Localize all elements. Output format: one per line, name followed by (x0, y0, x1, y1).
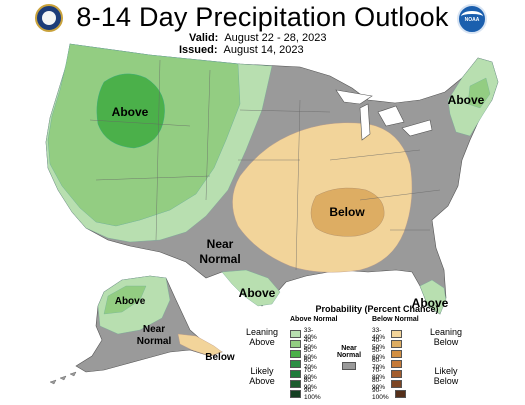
valid-label: Valid: (189, 32, 219, 44)
legend-near-line2: Normal (336, 352, 362, 359)
legend-above-header: Above Normal (290, 316, 338, 323)
legend-above-bin-label: 80-90% (303, 377, 317, 391)
legend-below-bin-row: 60-70% (372, 357, 402, 371)
legend-above-bin-row: 90-100% (290, 387, 324, 401)
valid-value: August 22 - 28, 2023 (224, 32, 327, 44)
issued-date: Issued: August 14, 2023 (179, 44, 304, 56)
legend-below-bin-swatch (391, 330, 402, 338)
legend-below-bin-row: 50-60% (372, 347, 402, 361)
above-florida-area (419, 279, 447, 315)
legend-above-bin-label: 40-50% (303, 337, 317, 351)
legend-below-bin-swatch (391, 370, 402, 378)
label-alaska-above: Above (115, 296, 146, 307)
above-northeast-inner (467, 77, 491, 109)
above-50-60-core (96, 73, 165, 149)
label-alaska-near-2: Normal (137, 336, 172, 347)
legend-above-bin-row: 33-40% (290, 327, 320, 341)
legend-leaning-above: Leaning Above (245, 327, 279, 347)
legend-below-bin-label: 33-40% (372, 327, 386, 341)
legend-above-bin-swatch (290, 360, 301, 368)
legend-likely-above: Likely Above (249, 366, 275, 386)
state-borders (89, 59, 441, 271)
legend-above-bin-row: 50-60% (290, 347, 320, 361)
below-40-50-core (310, 187, 385, 237)
legend-below-bin-swatch (391, 360, 402, 368)
great-lakes (335, 89, 433, 141)
alaska-above-area (97, 275, 171, 335)
legend-above-bin-label: 50-60% (303, 347, 317, 361)
legend-above-bin-swatch (290, 330, 301, 338)
label-alaska-near-1: Near (143, 324, 165, 335)
label-below-central: Below (329, 205, 365, 219)
legend-above-bin-row: 40-50% (290, 337, 320, 351)
legend-near-swatch (342, 362, 356, 370)
legend-title: Probability (Percent Chance) (315, 304, 439, 314)
label-above-west: Above (112, 105, 149, 119)
issued-label: Issued: (179, 44, 218, 56)
legend-above-bin-label: 60-70% (303, 357, 317, 371)
issued-value: August 14, 2023 (223, 44, 304, 56)
legend-below-bin-row: 90-100% (372, 387, 406, 401)
legend-above-bin-row: 80-90% (290, 377, 320, 391)
legend-above-bin-swatch (290, 340, 301, 348)
legend-below-bin-row: 33-40% (372, 327, 402, 341)
legend-below-header: Below Normal (372, 316, 419, 323)
legend-below-bin-swatch (394, 390, 406, 398)
label-near-normal-1: Near (207, 237, 234, 251)
legend-above-bin-label: 70-80% (303, 367, 317, 381)
legend-near-normal: Near Normal (336, 345, 362, 370)
legend-above-bin-swatch (290, 380, 301, 388)
legend-below-bin-row: 80-90% (372, 377, 402, 391)
legend-below-bin-label: 90-100% (372, 387, 389, 401)
label-above-northeast: Above (448, 93, 485, 107)
legend-below-bin-swatch (391, 350, 402, 358)
legend-above-bin-row: 60-70% (290, 357, 320, 371)
aleutian-islands (49, 371, 77, 385)
label-near-normal-2: Normal (199, 252, 240, 266)
legend-above-bin-swatch (290, 350, 301, 358)
commerce-seal-icon (35, 4, 63, 32)
legend-below-bin-label: 70-80% (372, 367, 386, 381)
legend-above-bin-label: 90-100% (304, 387, 321, 401)
legend-above-bin-row: 70-80% (290, 367, 320, 381)
legend-below-bin-label: 50-60% (372, 347, 386, 361)
legend-near-line1: Near (341, 345, 357, 352)
noaa-logo-icon: NOAA (457, 4, 487, 34)
legend-below-bin-swatch (391, 380, 402, 388)
label-above-florida: Above (412, 296, 449, 310)
legend-below-bin-row: 70-80% (372, 367, 402, 381)
legend-below-bin-row: 40-50% (372, 337, 402, 351)
page-title: 8-14 Day Precipitation Outlook (76, 2, 449, 32)
legend-below-bin-label: 40-50% (372, 337, 386, 351)
legend-below-bin-label: 80-90% (372, 377, 386, 391)
valid-dates: Valid: August 22 - 28, 2023 (189, 32, 326, 44)
legend-likely-below: Likely Below (433, 366, 459, 386)
legend-above-bin-label: 33-40% (303, 327, 317, 341)
label-alaska-below: Below (205, 352, 235, 363)
legend-below-bin-label: 60-70% (372, 357, 386, 371)
label-above-gulf: Above (239, 286, 276, 300)
alaska-below-area (177, 333, 223, 357)
legend-leaning-below: Leaning Below (429, 327, 463, 347)
alaska-above-inner (103, 285, 147, 315)
above-gulf-area (221, 269, 281, 307)
legend-below-bin-swatch (391, 340, 402, 348)
legend-above-bin-swatch (290, 370, 301, 378)
legend-above-bin-swatch (290, 390, 302, 398)
